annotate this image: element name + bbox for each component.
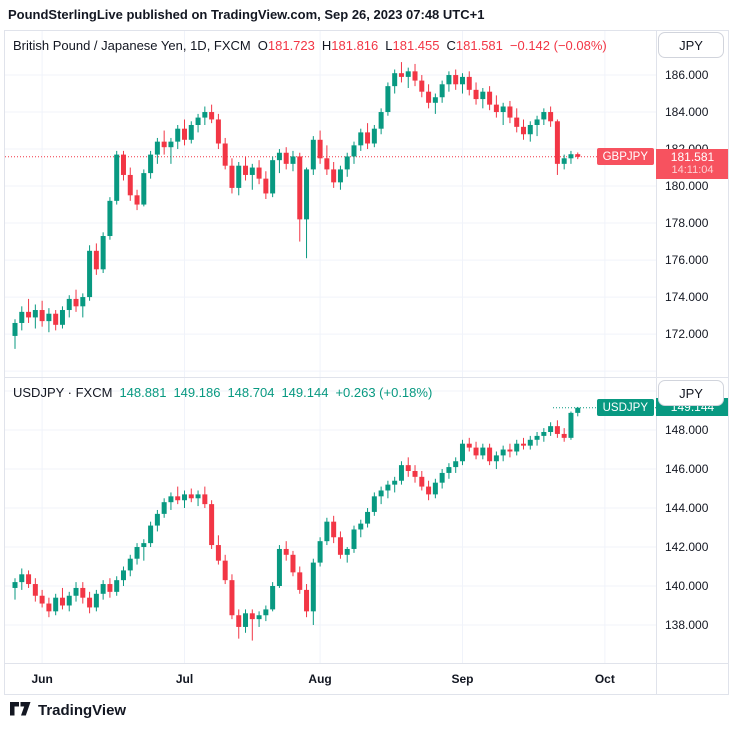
- gbpjpy-axis-price-box: 181.581 14:11:04: [656, 149, 728, 179]
- usdjpy-legend: USDJPY · FXCM 148.881 149.186 148.704 14…: [13, 385, 432, 400]
- svg-text:140.000: 140.000: [665, 579, 709, 593]
- gbpjpy-chart-canvas[interactable]: 172.000174.000176.000178.000180.000182.0…: [5, 31, 728, 377]
- usdjpy-pane: 138.000 140.000 142.000 144.000 146.000 148.0…: [5, 378, 728, 664]
- gbpjpy-last-price: 181.581: [670, 150, 715, 164]
- svg-text:138.000: 138.000: [665, 618, 709, 632]
- gbpjpy-low: L 181.455: [385, 38, 440, 53]
- gridlines: [5, 31, 656, 377]
- usdjpy-open: 148.881: [119, 385, 167, 400]
- gbpjpy-change: −0.142 (−0.08%): [509, 38, 607, 53]
- usdjpy-close: 149.144: [281, 385, 329, 400]
- gbpjpy-open: O 181.723: [257, 38, 315, 53]
- candlesticks: [12, 406, 581, 641]
- gbpjpy-countdown: 14:11:04: [671, 164, 714, 176]
- gbpjpy-high: H 181.816: [321, 38, 379, 53]
- svg-text:172.000: 172.000: [665, 327, 709, 341]
- svg-text:174.000: 174.000: [665, 290, 709, 304]
- tradingview-attribution: TradingView: [10, 702, 126, 719]
- currency-button-jpy-1[interactable]: JPY: [658, 32, 724, 58]
- time-axis-label: Aug: [308, 672, 332, 686]
- time-axis-label: Jun: [31, 672, 53, 686]
- gbpjpy-close: C 181.581: [446, 38, 503, 53]
- usdjpy-change: +0.263 (+0.18%): [335, 385, 433, 400]
- svg-text:178.000: 178.000: [665, 216, 709, 230]
- axis-separator: [656, 664, 657, 694]
- gbpjpy-pane: 172.000174.000176.000178.000180.000182.0…: [5, 31, 728, 378]
- svg-text:176.000: 176.000: [665, 253, 709, 267]
- usdjpy-legend-title: USDJPY · FXCM: [13, 385, 113, 400]
- gbpjpy-price-flag: GBPJPY: [596, 148, 654, 165]
- svg-text:144.000: 144.000: [665, 501, 709, 515]
- svg-text:146.000: 146.000: [665, 462, 709, 476]
- attribution-header: PoundSterlingLive published on TradingVi…: [8, 7, 485, 22]
- svg-text:180.000: 180.000: [665, 179, 709, 193]
- tradingview-brand-text: TradingView: [38, 702, 127, 719]
- time-axis-label: Sep: [451, 672, 474, 686]
- gridlines: [5, 378, 656, 663]
- svg-text:184.000: 184.000: [665, 105, 709, 119]
- price-scale-labels: 172.000174.000176.000178.000180.000182.0…: [665, 68, 709, 341]
- usdjpy-price-flag: USDJPY: [596, 399, 654, 416]
- usdjpy-high: 149.186: [173, 385, 221, 400]
- gbpjpy-legend: British Pound / Japanese Yen, 1D, FXCM O…: [13, 38, 607, 53]
- candlesticks: [12, 62, 581, 349]
- price-scale-labels: 138.000 140.000 142.000 144.000 146.000 148.0…: [665, 423, 709, 632]
- svg-text:148.000: 148.000: [665, 423, 709, 437]
- time-axis[interactable]: Jun Jul Aug Sep Oct: [5, 664, 728, 694]
- usdjpy-low: 148.704: [227, 385, 275, 400]
- gbpjpy-legend-title: British Pound / Japanese Yen, 1D, FXCM: [13, 38, 251, 53]
- chart-frame: 172.000174.000176.000178.000180.000182.0…: [4, 30, 729, 695]
- usdjpy-chart-canvas[interactable]: 138.000 140.000 142.000 144.000 146.000 148.0…: [5, 378, 728, 663]
- time-axis-label: Jul: [175, 672, 194, 686]
- svg-text:186.000: 186.000: [665, 68, 709, 82]
- currency-button-jpy-2[interactable]: JPY: [658, 380, 724, 406]
- tradingview-logo-icon[interactable]: [10, 702, 31, 719]
- svg-text:142.000: 142.000: [665, 540, 709, 554]
- time-axis-label: Oct: [594, 672, 615, 686]
